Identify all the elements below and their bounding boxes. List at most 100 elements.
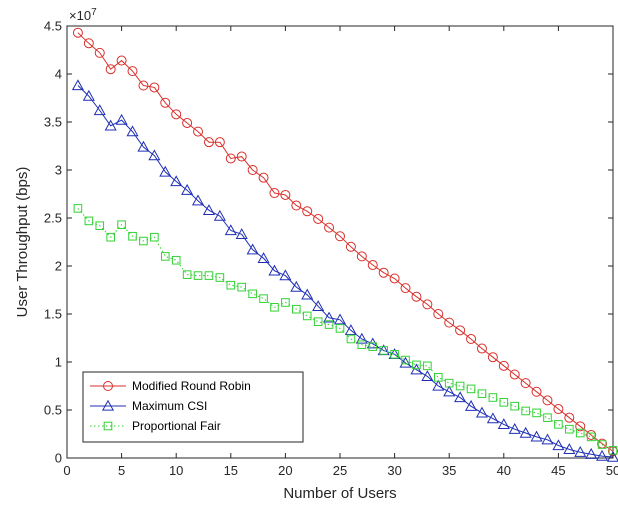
data-point [443,385,456,397]
data-point [279,269,292,281]
data-point [444,317,455,328]
data-point [498,360,509,371]
data-point [138,80,149,91]
data-point [71,79,84,91]
data-point [93,104,106,116]
data-point [389,273,400,284]
data-point [127,66,138,77]
data-point [105,64,116,75]
data-point [214,137,225,148]
data-point [423,361,432,371]
y-exponent: 7 [91,7,97,18]
data-point [302,206,313,217]
legend-swatch-marker [103,421,113,431]
data-point [520,378,531,389]
data-point [137,140,150,152]
data-point [563,443,576,455]
data-point [432,379,445,391]
data-point [160,97,171,108]
data-point [159,165,172,177]
x-tick-label: 20 [278,463,292,478]
legend-swatch-marker [101,399,115,411]
data-point [128,231,137,241]
data-point [312,300,325,311]
legend-swatch-marker [103,381,113,391]
data-point [115,113,128,125]
y-tick-label: 1.5 [44,307,62,322]
data-point [170,175,183,187]
x-axis-label: Number of Users [283,485,396,502]
data-point [335,324,345,333]
data-point [193,271,203,280]
data-point [246,243,259,255]
data-point [150,232,159,242]
data-point [225,153,236,164]
data-point [313,317,323,326]
data-point [499,398,509,407]
data-point [333,313,347,325]
legend-box [82,371,304,443]
series-square [73,204,618,455]
data-point [444,378,454,388]
data-point [541,433,554,445]
data-point [126,125,139,137]
data-point [106,232,115,242]
data-point [543,413,552,422]
data-point [291,200,302,211]
data-point [323,311,336,323]
data-point [237,282,247,292]
data-point [268,264,281,276]
data-point [596,449,609,461]
data-point [575,421,586,432]
data-point [213,209,226,221]
data-point [73,204,83,213]
data-point [400,283,411,294]
data-point [324,320,334,329]
data-point [542,395,553,406]
data-point [355,332,368,344]
data-point [236,151,247,162]
data-point [270,302,279,312]
data-point [313,213,324,224]
data-point [421,370,434,382]
data-point [477,389,487,398]
data-point [202,204,216,215]
data-point [182,270,192,279]
data-point [399,356,412,368]
data-point [290,280,303,292]
legend-entry: Proportional Fair [132,419,221,433]
data-point [84,216,94,226]
data-point [367,260,378,271]
y-tick-label: 0 [55,451,62,466]
data-point [519,426,532,438]
data-point [191,194,205,206]
data-point [357,340,367,350]
y-tick-label: 0.5 [44,403,62,418]
plot-marks [71,27,618,462]
data-point [586,429,597,440]
data-point [83,38,94,49]
data-point [530,430,543,442]
data-point [259,294,268,303]
data-point [302,311,312,321]
data-point [532,408,541,418]
data-point [280,189,291,200]
data-point [171,255,181,265]
data-point [94,47,105,58]
data-point [509,369,520,380]
data-point [378,267,389,278]
x-tick-label: 40 [497,463,511,478]
data-point [72,27,83,38]
data-point [508,422,521,434]
x-tick-label: 45 [551,463,565,478]
legend-entry: Modified Round Robin [132,379,251,393]
series-circle [72,27,618,457]
legend-entry: Maximum CSI [132,399,207,413]
data-point [455,381,465,391]
series-triangle [71,79,618,462]
data-point [390,350,399,359]
data-point [565,424,574,434]
legend: Modified Round Robin Maximum CSI Proportio… [82,371,304,443]
data-point [564,412,575,423]
